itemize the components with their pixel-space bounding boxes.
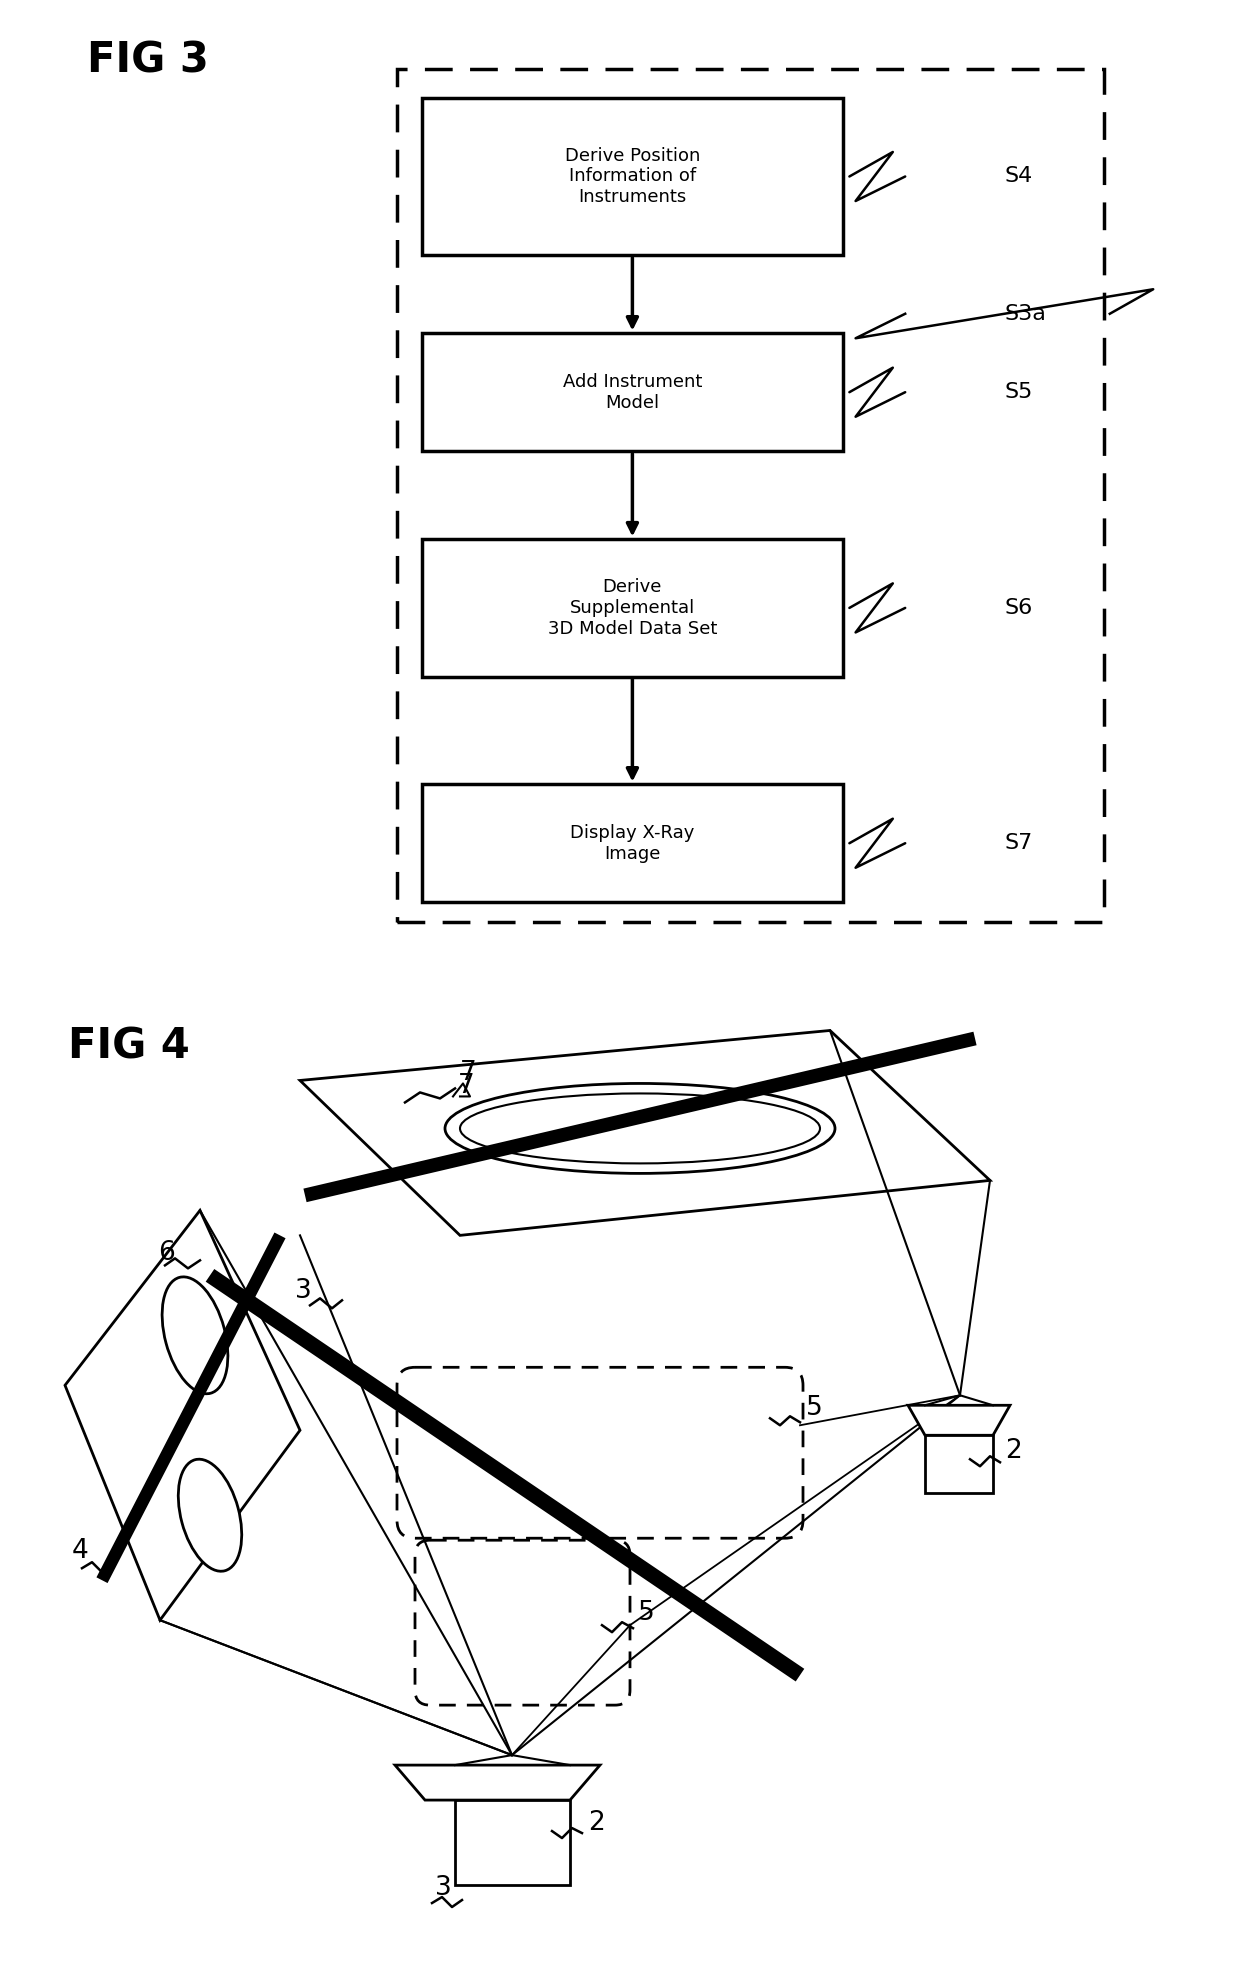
Text: 4: 4 — [72, 1537, 89, 1565]
Text: 5: 5 — [806, 1396, 823, 1422]
FancyArrowPatch shape — [627, 257, 637, 327]
Bar — [422, 784, 843, 902]
Ellipse shape — [179, 1459, 242, 1571]
Polygon shape — [300, 1030, 990, 1235]
Text: S5: S5 — [1004, 382, 1033, 402]
Text: S6: S6 — [1004, 598, 1033, 618]
Text: FIG 3: FIG 3 — [87, 39, 208, 80]
Bar — [455, 1800, 570, 1885]
Text: FIG 4: FIG 4 — [68, 1026, 190, 1067]
Text: S7: S7 — [1004, 833, 1033, 853]
Text: 3: 3 — [295, 1279, 311, 1304]
Text: Add Instrument
Model: Add Instrument Model — [563, 373, 702, 412]
Polygon shape — [396, 1765, 600, 1800]
Bar — [422, 98, 843, 255]
Bar — [925, 1435, 993, 1492]
Text: 2: 2 — [588, 1810, 605, 1835]
Ellipse shape — [445, 1082, 835, 1173]
FancyArrowPatch shape — [627, 453, 637, 533]
Text: 3: 3 — [435, 1875, 451, 1900]
Polygon shape — [908, 1406, 1011, 1435]
Bar — [422, 539, 843, 677]
Text: Derive Position
Information of
Instruments: Derive Position Information of Instrumen… — [564, 147, 701, 206]
Bar — [397, 69, 1104, 922]
Text: Display X-Ray
Image: Display X-Ray Image — [570, 824, 694, 863]
Bar — [422, 333, 843, 451]
Text: 5: 5 — [639, 1600, 655, 1626]
Text: 2: 2 — [1004, 1437, 1022, 1465]
Text: S3a: S3a — [1004, 304, 1047, 324]
Text: S4: S4 — [1004, 167, 1033, 186]
FancyArrowPatch shape — [627, 679, 637, 779]
Text: Derive
Supplemental
3D Model Data Set: Derive Supplemental 3D Model Data Set — [548, 578, 717, 637]
Text: 7: 7 — [458, 1073, 475, 1100]
Text: 6: 6 — [157, 1241, 175, 1267]
Text: 7: 7 — [460, 1061, 476, 1086]
Ellipse shape — [162, 1277, 228, 1394]
Polygon shape — [64, 1210, 300, 1620]
Ellipse shape — [460, 1094, 820, 1163]
